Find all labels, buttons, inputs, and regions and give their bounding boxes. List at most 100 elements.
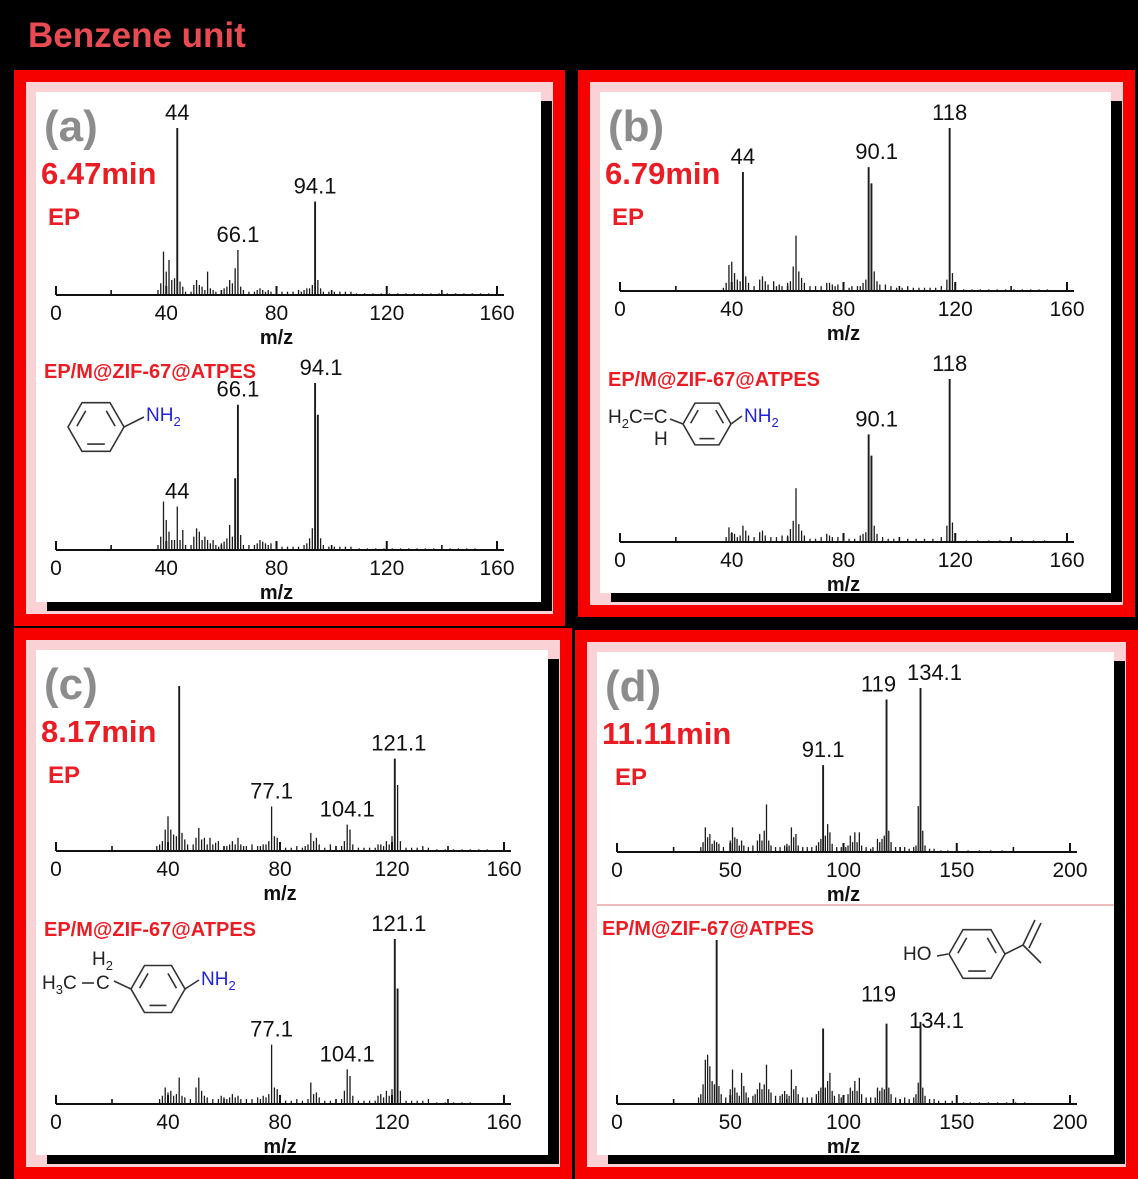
panel-c-sample-ep: EP (48, 762, 81, 789)
panel-c-sample-composite: EP/M@ZIF-67@ATPES (44, 918, 256, 941)
panel-b-paper: 0 40 80 120 160 m/z 44 90.1 118 (b) 6.79min EP 0… (600, 92, 1111, 596)
svg-text:0: 0 (50, 302, 62, 325)
spectrum-a-ep: 0 40 80 120 160 m/z 44 66.1 94.1 (a) 6.47min EP (36, 92, 541, 349)
svg-text:120: 120 (938, 298, 973, 321)
svg-text:40: 40 (156, 858, 179, 881)
structure-4-vinylaniline: H2C=C H NH2 (608, 393, 858, 465)
panel-c-paper: 0 40 80 120 160 m/z 77.1 104.1 121.1 (c) 8.17min… (36, 650, 548, 1158)
svg-text:80: 80 (832, 549, 855, 572)
svg-text:m/z: m/z (827, 574, 860, 594)
mass-spectrum-plot: 0 40 80 120 160 m/z 44 90.1 118 (614, 100, 1084, 345)
panel-b: 0 40 80 120 160 m/z 44 90.1 118 (b) 6.79min EP 0… (578, 70, 1135, 617)
svg-text:90.1: 90.1 (855, 139, 898, 164)
svg-text:66.1: 66.1 (216, 377, 259, 402)
svg-text:120: 120 (369, 302, 404, 325)
svg-text:200: 200 (1052, 1111, 1087, 1134)
mass-spectrum-plot: 0 40 80 120 160 m/z 44 66.1 94.1 (50, 355, 514, 604)
svg-text:80: 80 (268, 1111, 291, 1134)
spectrum-b-ep: 0 40 80 120 160 m/z 44 90.1 118 (b) 6.79min EP (600, 92, 1111, 345)
svg-text:120: 120 (374, 858, 409, 881)
svg-text:44: 44 (165, 479, 189, 504)
carbon-label: C (96, 972, 110, 994)
panel-c-letter: (c) (44, 660, 98, 709)
svg-text:150: 150 (939, 859, 974, 882)
isopropenylphenol-skeleton (936, 919, 1042, 979)
svg-text:m/z: m/z (260, 327, 293, 347)
panel-a-retention-time: 6.47min (41, 156, 157, 191)
panel-d-retention-time: 11.11min (602, 716, 732, 751)
svg-text:40: 40 (155, 557, 178, 580)
svg-text:40: 40 (720, 549, 743, 572)
svg-text:m/z: m/z (827, 884, 860, 904)
panel-c-retention-time: 8.17min (41, 714, 157, 749)
svg-text:50: 50 (719, 1111, 742, 1134)
mass-spectrum-plot: 0 40 80 120 160 m/z 44 66.1 94.1 (50, 100, 514, 349)
svg-text:104.1: 104.1 (320, 1041, 375, 1066)
spectrum-a-composite: 0 40 80 120 160 m/z 44 66.1 94.1 EP/M@ZIF-67@ATP… (36, 347, 541, 604)
figure-title: Benzene unit (28, 16, 246, 55)
svg-text:134.1: 134.1 (907, 660, 962, 685)
svg-text:0: 0 (614, 298, 626, 321)
spectrum-c-composite: 0 40 80 120 160 m/z 77.1 104.1 121.1 EP/M@ZIF-67… (36, 903, 548, 1158)
spectrum-d-composite: 0 50 100 150 200 m/z 119 134.1 EP/M@ZIF-67@ATPE… (597, 904, 1114, 1158)
svg-text:m/z: m/z (827, 1136, 860, 1156)
svg-text:m/z: m/z (263, 1136, 296, 1156)
structure-4-ethylaniline: H3C C H2 NH2 (42, 949, 302, 1044)
svg-text:160: 160 (1049, 549, 1084, 572)
svg-text:0: 0 (611, 859, 623, 882)
svg-text:119: 119 (861, 981, 896, 1006)
svg-text:77.1: 77.1 (250, 1016, 293, 1041)
panel-d-paper: 0 50 100 150 200 m/z 91.1 119 134.1 (d) 11.11min… (597, 652, 1114, 1158)
svg-text:100: 100 (826, 1111, 861, 1134)
panel-a-paper: 0 40 80 120 160 m/z 44 66.1 94.1 (a) 6.47min EP … (36, 92, 541, 604)
panel-d-divider (597, 903, 1114, 906)
svg-text:160: 160 (479, 557, 514, 580)
svg-text:160: 160 (479, 302, 514, 325)
svg-text:m/z: m/z (260, 582, 293, 602)
ethylaniline-skeleton (82, 964, 200, 1013)
vinyl-h-label: H (654, 428, 668, 450)
panel-b-sample-ep: EP (612, 204, 645, 231)
svg-text:121.1: 121.1 (371, 911, 426, 936)
svg-text:120: 120 (369, 557, 404, 580)
svg-text:119: 119 (861, 671, 896, 696)
svg-text:160: 160 (1049, 298, 1084, 321)
svg-text:100: 100 (826, 859, 861, 882)
panel-d-sample-composite: EP/M@ZIF-67@ATPES (602, 917, 814, 940)
panel-a-sample-ep: EP (48, 204, 81, 231)
mass-spectrum-plot: 0 40 80 120 160 m/z 90.1 118 (614, 351, 1084, 596)
svg-text:160: 160 (486, 1111, 521, 1134)
panel-d-sample-ep: EP (615, 764, 648, 791)
svg-text:150: 150 (939, 1111, 974, 1134)
svg-text:134.1: 134.1 (909, 1008, 964, 1033)
mass-spectrum-plot: 0 50 100 150 200 m/z 119 134.1 (611, 939, 1088, 1158)
spectrum-b-composite: 0 40 80 120 160 m/z 90.1 118 EP/M@ZIF-67@ATPES … (600, 343, 1111, 596)
svg-text:m/z: m/z (263, 883, 296, 903)
panel-b-retention-time: 6.79min (605, 156, 721, 191)
svg-text:118: 118 (932, 351, 967, 376)
svg-text:0: 0 (611, 1111, 623, 1134)
svg-text:44: 44 (731, 144, 755, 169)
svg-text:66.1: 66.1 (216, 222, 259, 247)
svg-text:0: 0 (50, 557, 62, 580)
svg-text:0: 0 (50, 858, 62, 881)
panel-d: 0 50 100 150 200 m/z 91.1 119 134.1 (d) 11.11min… (575, 630, 1138, 1179)
svg-text:80: 80 (265, 557, 288, 580)
aniline-skeleton (67, 401, 145, 453)
svg-text:40: 40 (156, 1111, 179, 1134)
svg-text:50: 50 (719, 859, 742, 882)
svg-text:m/z: m/z (827, 323, 860, 343)
svg-text:91.1: 91.1 (802, 737, 845, 762)
svg-text:121.1: 121.1 (371, 731, 426, 756)
svg-text:77.1: 77.1 (250, 778, 293, 803)
spectrum-d-ep: 0 50 100 150 200 m/z 91.1 119 134.1 (d) 11.11min… (597, 652, 1114, 906)
panel-c: 0 40 80 120 160 m/z 77.1 104.1 121.1 (c) 8.17min… (14, 628, 572, 1179)
hydroxyl-group-label: HO (903, 943, 932, 965)
vinyl-group-label: H2C=C (608, 406, 668, 431)
svg-text:40: 40 (720, 298, 743, 321)
amine-group-label: NH2 (744, 405, 779, 430)
structure-aniline: NH2 (48, 391, 228, 467)
panel-b-sample-composite: EP/M@ZIF-67@ATPES (608, 368, 820, 391)
svg-text:0: 0 (614, 549, 626, 572)
